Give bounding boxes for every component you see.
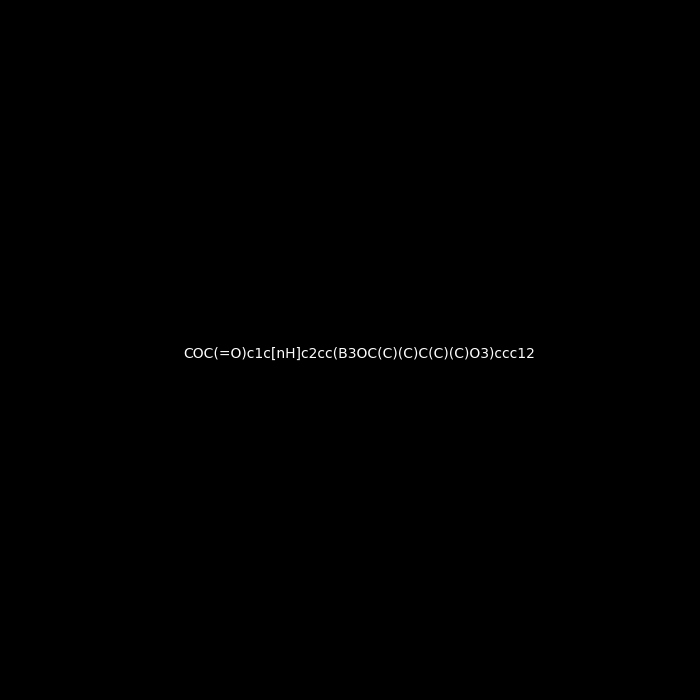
Text: COC(=O)c1c[nH]c2cc(B3OC(C)(C)C(C)(C)O3)ccc12: COC(=O)c1c[nH]c2cc(B3OC(C)(C)C(C)(C)O3)c… (183, 346, 535, 360)
